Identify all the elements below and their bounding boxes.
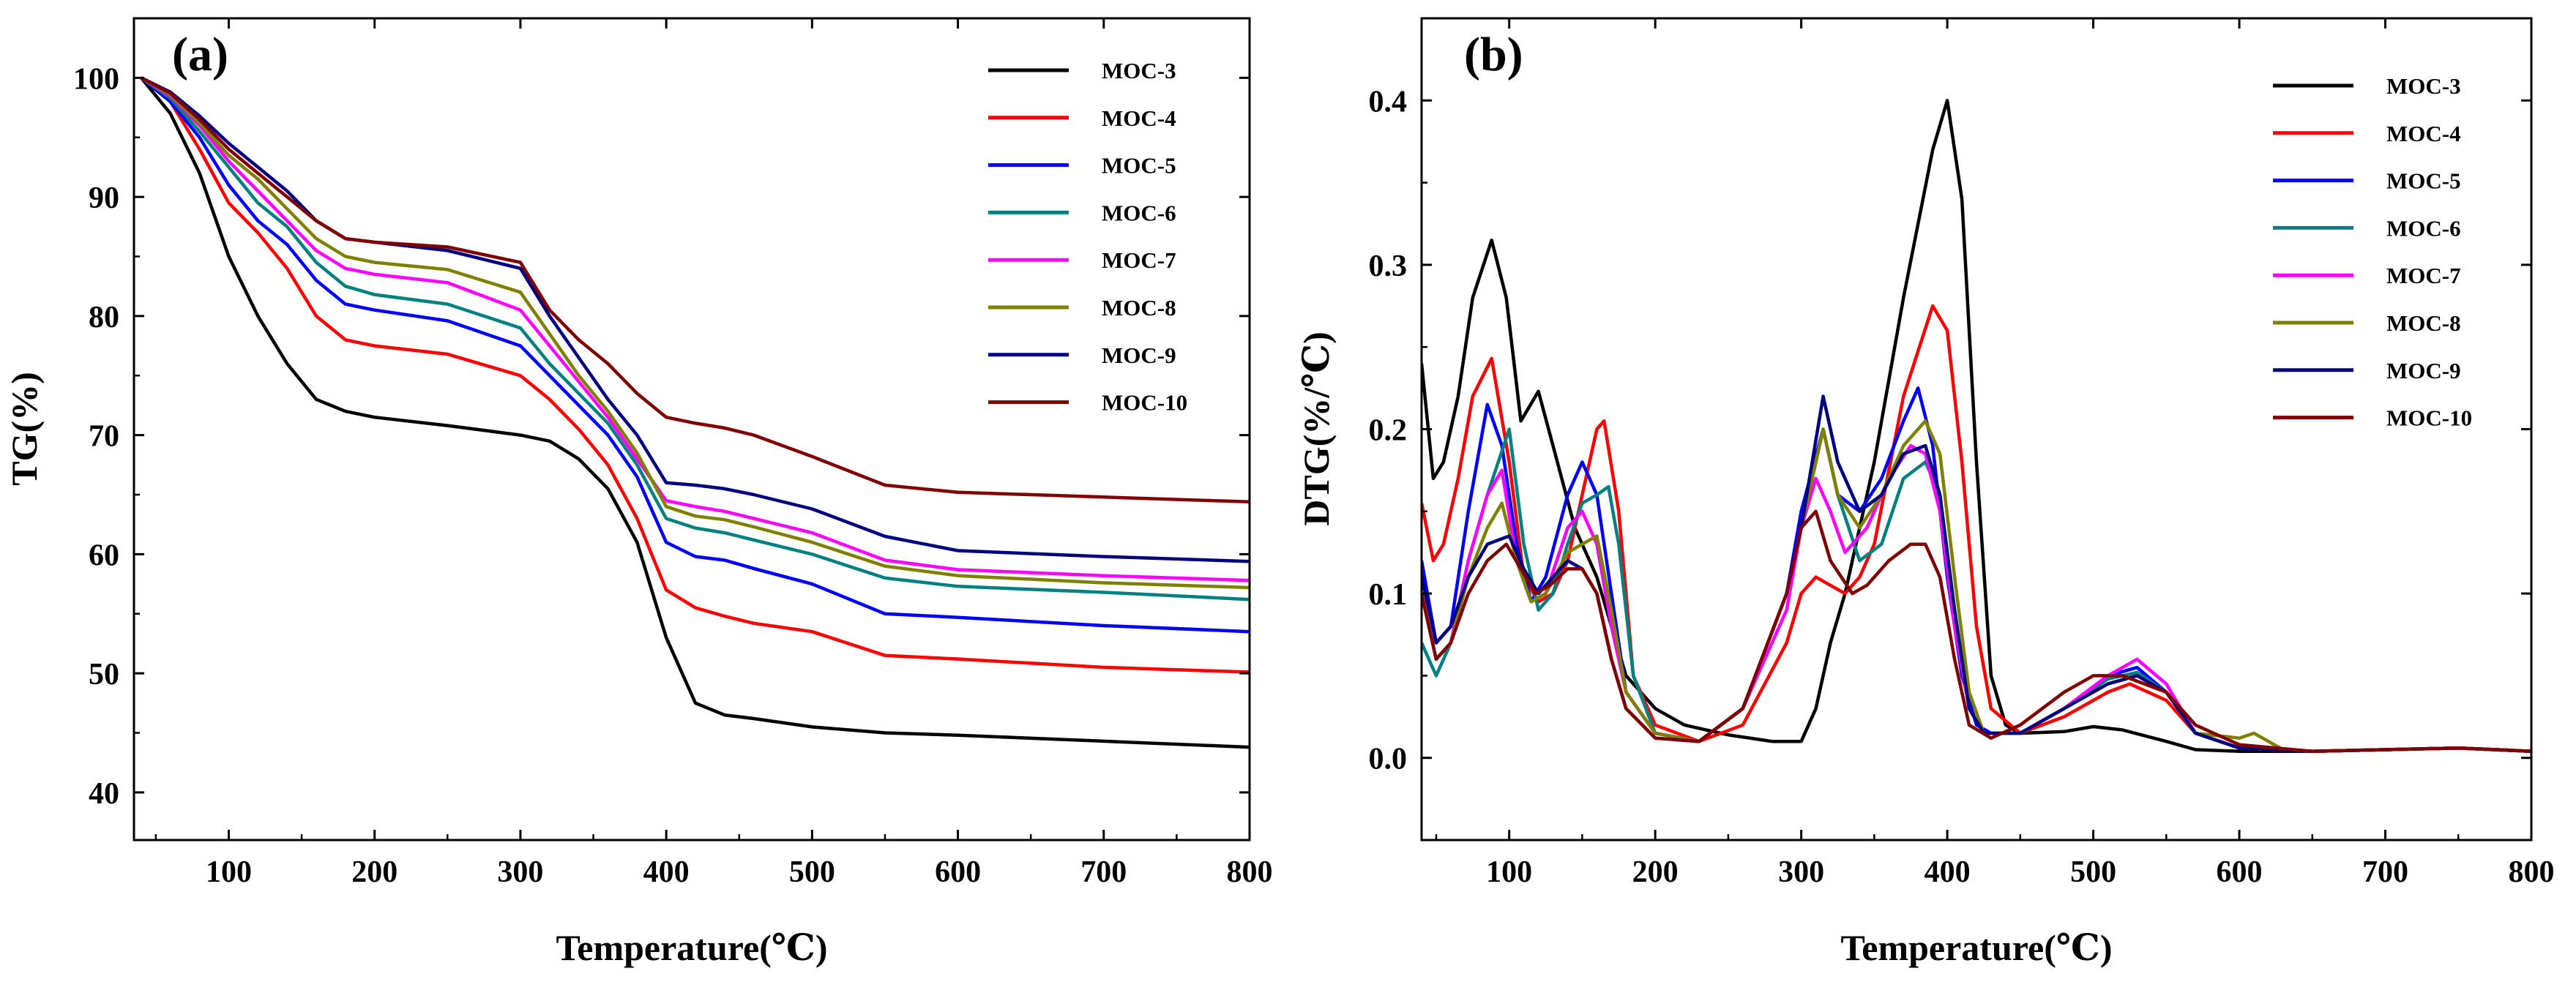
dtg-series-moc-9 xyxy=(1422,394,2531,753)
tg-y-tick-label: 100 xyxy=(73,62,119,96)
dtg-x-tick-label: 700 xyxy=(2362,855,2408,889)
dtg-legend-label-moc-5: MOC-5 xyxy=(2386,168,2461,194)
tg-y-tick-label: 80 xyxy=(89,301,119,334)
panel-b-dtg-chart: 100 200 300 400 500 600 700 800 0.0 0.1 0.2 0.3 0.4 T… xyxy=(1296,17,2555,968)
panel-a-tg-chart: 100 200 300 400 500 600 700 800 40 50 60 70 80 90 100 T… xyxy=(4,17,1273,968)
tg-x-tick-label: 700 xyxy=(1080,855,1127,889)
dtg-x-tick-label: 200 xyxy=(1632,855,1679,889)
dtg-series-moc-4 xyxy=(1422,304,2531,753)
dtg-legend-label-moc-8: MOC-8 xyxy=(2386,310,2461,336)
tg-x-tick-label: 500 xyxy=(789,855,835,889)
tg-legend-label-moc-10: MOC-10 xyxy=(1102,390,1187,416)
tg-legend-label-moc-3: MOC-3 xyxy=(1102,58,1176,83)
tg-x-tick-label: 600 xyxy=(935,855,981,889)
dtg-legend-label-moc-3: MOC-3 xyxy=(2386,73,2461,99)
dtg-series-moc-7 xyxy=(1422,443,2531,753)
dtg-y-tick-label: 0.2 xyxy=(1369,414,1408,448)
dtg-x-tick-label: 800 xyxy=(2509,855,2555,889)
tg-series-moc-3 xyxy=(140,76,1250,749)
tg-series-moc-5 xyxy=(140,76,1250,634)
tg-y-tick-label: 70 xyxy=(89,420,119,454)
tg-series-moc-8 xyxy=(140,76,1250,590)
dtg-panel-label: (b) xyxy=(1464,28,1523,81)
tg-legend-label-moc-6: MOC-6 xyxy=(1102,200,1176,225)
tg-plot-frame xyxy=(132,17,1251,842)
dtg-x-tick-label: 400 xyxy=(1924,855,1971,889)
tg-series-moc-7 xyxy=(140,76,1250,582)
dtg-x-tick-label: 300 xyxy=(1778,855,1824,889)
tg-legend-label-moc-4: MOC-4 xyxy=(1102,105,1176,131)
dtg-y-tick-label: 0.4 xyxy=(1369,85,1408,119)
tg-y-axis-label: TG(%) xyxy=(4,372,45,486)
tg-x-tick-label: 200 xyxy=(351,855,397,889)
tg-legend-label-moc-7: MOC-7 xyxy=(1102,247,1176,273)
dtg-legend-label-moc-10: MOC-10 xyxy=(2386,405,2472,431)
dtg-x-tick-label: 600 xyxy=(2217,855,2263,889)
tg-panel-label: (a) xyxy=(172,28,228,81)
tg-legend-label-moc-8: MOC-8 xyxy=(1102,295,1176,321)
tg-legend-label-moc-5: MOC-5 xyxy=(1102,153,1176,179)
tg-x-tick-label: 400 xyxy=(643,855,690,889)
tg-legend-label-moc-9: MOC-9 xyxy=(1102,342,1176,368)
tg-y-tick-label: 40 xyxy=(89,777,119,811)
tg-series-moc-9 xyxy=(141,76,1250,563)
tg-series-moc-4 xyxy=(140,76,1250,674)
tg-y-tick-label: 60 xyxy=(89,539,119,572)
tg-x-tick-label: 800 xyxy=(1227,855,1273,889)
dtg-x-axis-label: Temperature(℃) xyxy=(1841,927,2113,968)
tg-y-tick-label: 90 xyxy=(89,181,119,215)
tg-x-tick-label: 300 xyxy=(497,855,543,889)
dtg-legend-label-moc-4: MOC-4 xyxy=(2386,121,2461,146)
dtg-y-axis-label: DTG(%/℃) xyxy=(1296,331,1337,525)
tg-series-moc-6 xyxy=(140,76,1250,601)
tg-series-moc-10 xyxy=(140,76,1250,504)
dtg-series-moc-10 xyxy=(1422,509,2531,753)
tg-legend: MOC-3 MOC-4 MOC-5 MOC-6 MOC-7 MOC-8 MOC-9 MOC-1… xyxy=(988,58,1187,416)
dtg-legend-label-moc-7: MOC-7 xyxy=(2386,263,2461,288)
dtg-legend-label-moc-6: MOC-6 xyxy=(2386,215,2461,241)
tg-y-tick-label: 50 xyxy=(89,658,119,691)
dtg-x-tick-label: 100 xyxy=(1486,855,1532,889)
dtg-legend-label-moc-9: MOC-9 xyxy=(2386,358,2461,383)
dtg-y-tick-label: 0.3 xyxy=(1369,250,1408,283)
dtg-x-tick-label: 500 xyxy=(2070,855,2116,889)
dtg-y-tick-label: 0.1 xyxy=(1369,578,1408,612)
dtg-series-moc-3 xyxy=(1422,99,2531,753)
tg-x-axis-label: Temperature(℃) xyxy=(556,927,828,968)
dtg-y-tick-label: 0.0 xyxy=(1369,743,1408,776)
tg-x-tick-label: 100 xyxy=(206,855,252,889)
dtg-legend: MOC-3 MOC-4 MOC-5 MOC-6 MOC-7 MOC-8 MOC-9 MOC-1… xyxy=(2273,73,2472,431)
